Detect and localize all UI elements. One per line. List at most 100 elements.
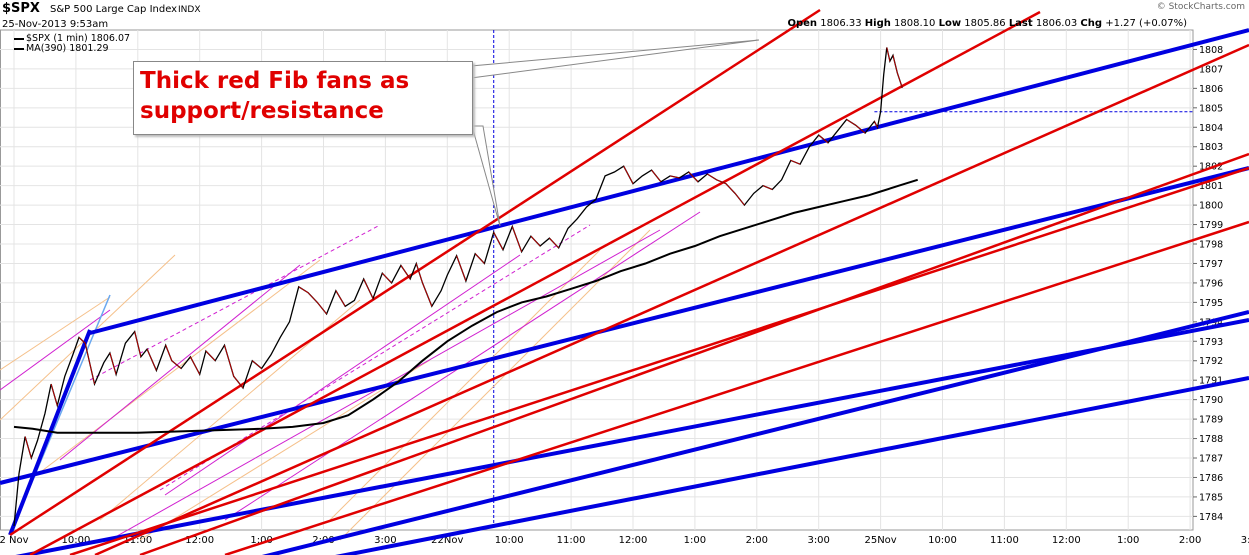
x-tick-label: 1:00 [1117, 535, 1139, 546]
price-downtick-segment [109, 352, 117, 375]
y-tick-label: 1798 [1199, 240, 1223, 251]
last-value: 1806.03 [1035, 18, 1078, 29]
y-tick-label: 1790 [1199, 395, 1223, 406]
blue-channel-line [15, 318, 1249, 555]
legend-price-label: $SPX (1 min) 1806.07 [26, 33, 131, 44]
price-downtick-segment [50, 383, 58, 406]
red-fib-fan-line [224, 220, 1249, 555]
red-fib-fan-line [94, 43, 1249, 555]
magenta-trend-line [0, 309, 111, 391]
annotation-text: Thick red Fib fans as support/resistance [140, 68, 410, 124]
chg-value: +1.27 (+0.07%) [1105, 18, 1187, 29]
y-tick-label: 1803 [1199, 142, 1223, 153]
open-value: 1806.33 [820, 18, 862, 29]
price-downtick-segment [493, 232, 504, 250]
x-tick-label: 10:00 [928, 535, 957, 546]
price-downtick-segment [716, 179, 727, 185]
y-tick-label: 1784 [1199, 512, 1223, 523]
price-downtick-segment [165, 345, 173, 361]
blue-channel-line [335, 376, 1249, 555]
orange-trend-line [329, 249, 601, 521]
orange-trend-line [0, 296, 111, 371]
high-value: 1808.10 [894, 18, 936, 29]
index-name: S&P 500 Large Cap Index [50, 4, 178, 15]
price-downtick-segment [886, 47, 891, 62]
ma390-line [13, 178, 918, 434]
orange-trend-line [139, 359, 431, 541]
price-downtick-segment [415, 263, 423, 284]
price-downtick-segment [790, 160, 801, 165]
callout-pointer-lower [471, 125, 501, 227]
x-tick-label: 12:00 [619, 535, 648, 546]
price-downtick-segment [846, 119, 857, 126]
price-downtick-segment [725, 183, 736, 194]
x-tick-label: 3:00 [807, 535, 829, 546]
y-tick-label: 1799 [1199, 220, 1223, 231]
orange-trend-line [29, 259, 321, 481]
x-tick-label: 2:00 [746, 535, 768, 546]
price-downtick-segment [874, 121, 878, 128]
low-label: Low [938, 18, 962, 29]
x-tick-label: 22Nov [431, 535, 463, 546]
price-downtick-segment [707, 173, 717, 181]
y-tick-label: 1795 [1199, 298, 1223, 309]
price-downtick-segment [233, 376, 244, 389]
x-tick-label: 1:00 [684, 535, 706, 546]
y-tick-label: 1801 [1199, 181, 1223, 192]
x-tick-label: 11:00 [557, 535, 586, 546]
magenta-trend-line [164, 254, 521, 496]
price-downtick-segment [363, 278, 374, 299]
price-downtick-segment [224, 345, 235, 377]
y-tick-label: 1792 [1199, 356, 1223, 367]
y-tick-label: 1804 [1199, 123, 1223, 134]
legend-ma-swatch [14, 47, 24, 50]
price-downtick-segment [896, 72, 903, 88]
y-tick-label: 1789 [1199, 415, 1223, 426]
legend-price-swatch [14, 37, 24, 40]
magenta-trend-line [59, 264, 301, 461]
y-tick-label: 1797 [1199, 259, 1223, 270]
price-downtick-segment [190, 356, 201, 375]
brand-watermark: © StockCharts.com [1156, 2, 1245, 12]
price-downtick-segment [422, 282, 433, 307]
x-tick-label: 3:00 [374, 535, 396, 546]
ohlc-readout: Open 1806.33 High 1808.10 Low 1805.86 La… [787, 18, 1187, 29]
last-label: Last [1008, 18, 1033, 29]
price-downtick-segment [335, 290, 346, 307]
price-downtick-segment [549, 237, 559, 249]
low-value: 1805.86 [964, 18, 1006, 29]
high-label: High [864, 18, 891, 29]
price-downtick-segment [456, 255, 467, 282]
price-downtick-segment [298, 286, 309, 293]
y-tick-label: 1796 [1199, 278, 1223, 289]
y-tick-label: 1785 [1199, 492, 1223, 503]
y-tick-label: 1808 [1199, 45, 1223, 56]
price-downtick-segment [762, 185, 773, 190]
price-downtick-segment [382, 272, 392, 284]
price-downtick-segment [670, 175, 680, 179]
price-downtick-segment [146, 348, 157, 371]
y-tick-label: 1788 [1199, 434, 1223, 445]
y-tick-label: 1805 [1199, 103, 1223, 114]
red-fib-fan-line [9, 8, 821, 537]
price-downtick-segment [818, 134, 829, 144]
price-downtick-segment [688, 171, 699, 183]
x-tick-label: 2 Nov [0, 535, 29, 546]
price-downtick-segment [511, 226, 522, 252]
price-downtick-segment [623, 166, 634, 184]
price-downtick-segment [205, 350, 216, 361]
legend-price: $SPX (1 min) 1806.07 [14, 33, 130, 44]
y-tick-label: 1793 [1199, 337, 1223, 348]
price-downtick-segment [892, 55, 898, 73]
price-downtick-segment [651, 169, 662, 183]
ticker-symbol: $SPX [2, 1, 40, 16]
y-tick-label: 1806 [1199, 84, 1223, 95]
blue-channel-line [261, 310, 1249, 555]
y-tick-label: 1786 [1199, 473, 1223, 484]
price-downtick-segment [134, 331, 142, 357]
chg-label: Chg [1080, 18, 1103, 29]
y-tick-label: 1800 [1199, 201, 1223, 212]
price-downtick-segment [474, 253, 485, 264]
price-downtick-segment [734, 193, 745, 206]
red-fib-fan-line [139, 152, 1249, 555]
